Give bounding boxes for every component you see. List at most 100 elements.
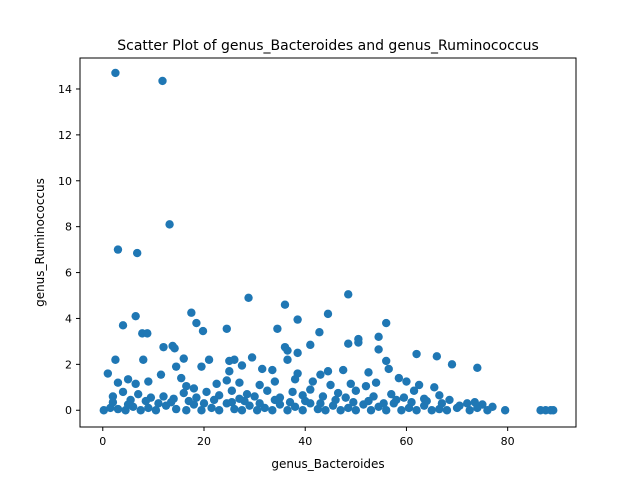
scatter-point [255, 399, 264, 408]
y-tick-label: 0 [65, 404, 72, 417]
scatter-point [108, 398, 118, 407]
scatter-point [366, 406, 376, 415]
scatter-point [290, 375, 300, 384]
scatter-point [306, 385, 315, 394]
scatter-point [546, 406, 555, 415]
scatter-point [159, 392, 168, 401]
scatter-point [268, 365, 277, 375]
scatter-point [473, 363, 482, 372]
scatter-point [422, 396, 431, 406]
scatter-point [382, 356, 391, 366]
scatter-point [283, 346, 292, 355]
scatter-point [268, 406, 277, 415]
scatter-point [230, 355, 239, 364]
scatter-point [331, 395, 340, 405]
scatter-point [351, 406, 361, 415]
scatter-point [159, 342, 168, 352]
scatter-point [427, 406, 436, 415]
scatter-point [184, 396, 194, 406]
scatter-point [179, 354, 188, 363]
scatter-point [442, 406, 452, 415]
scatter-point [111, 355, 120, 364]
scatter-point [103, 369, 113, 378]
scatter-point [131, 311, 140, 321]
scatter-point [143, 329, 152, 338]
scatter-point [323, 309, 333, 319]
scatter-point [392, 395, 401, 405]
scatter-point [214, 406, 224, 415]
scatter-point [156, 370, 166, 379]
scatter-point [222, 376, 231, 385]
scatter-point [131, 379, 140, 389]
scatter-point [308, 377, 318, 386]
scatter-point [344, 339, 353, 348]
chart-title: Scatter Plot of genus_Bacteroides and ge… [117, 38, 539, 54]
scatter-point [270, 377, 280, 386]
scatter-point [227, 398, 237, 407]
scatter-point [500, 406, 510, 415]
scatter-point [379, 399, 388, 408]
scatter-point [409, 386, 419, 395]
scatter-point [207, 403, 216, 413]
scatter-point [198, 326, 208, 336]
y-tick-label: 14 [58, 83, 72, 96]
scatter-point [139, 355, 148, 364]
scatter-point [197, 406, 206, 415]
scatter-point [134, 389, 143, 399]
scatter-point [288, 387, 297, 397]
points-layer [99, 68, 558, 415]
scatter-point [202, 387, 211, 397]
scatter-point [144, 403, 153, 413]
scatter-point [326, 380, 335, 390]
x-tick-label: 80 [501, 435, 515, 448]
scatter-point [374, 332, 383, 342]
scatter-point [187, 308, 196, 317]
plot-frame [79, 57, 577, 428]
scatter-point [182, 406, 191, 415]
scatter-point [349, 398, 358, 407]
scatter-point [293, 348, 302, 358]
scatter-point [179, 388, 188, 398]
scatter-point [364, 368, 373, 377]
scatter-point [113, 245, 123, 254]
scatter-point [166, 398, 176, 407]
y-tick-label: 2 [65, 358, 72, 371]
scatter-point [437, 399, 447, 408]
scatter-point [283, 406, 292, 415]
scatter-point [113, 378, 123, 387]
scatter-point [344, 290, 353, 299]
y-tick-label: 4 [65, 312, 72, 325]
x-tick-label: 20 [197, 435, 211, 448]
scatter-point [346, 379, 355, 389]
scatter-point [250, 392, 259, 401]
scatter-point [430, 383, 439, 392]
scatter-point [397, 406, 406, 415]
scatter-point [465, 406, 474, 415]
scatter-point [123, 375, 133, 384]
scatter-point [336, 406, 345, 415]
scatter-point [197, 362, 206, 371]
scatter-point [189, 384, 199, 393]
scatter-point [111, 68, 120, 78]
scatter-point [170, 344, 179, 353]
scatter-point [435, 391, 444, 400]
x-tick-label: 60 [399, 435, 413, 448]
scatter-point [323, 367, 333, 376]
scatter-point [432, 352, 442, 361]
x-tick-label: 0 [99, 435, 106, 448]
scatter-point [298, 406, 307, 415]
scatter-point [182, 381, 191, 391]
scatter-point [199, 399, 209, 408]
scatter-point [354, 338, 363, 347]
scatter-point [382, 406, 391, 415]
scatter-point [447, 360, 457, 369]
scatter-point [242, 389, 252, 399]
scatter-point [192, 393, 201, 402]
scatter-point [118, 387, 128, 397]
scatter-point [222, 324, 231, 333]
scatter-point [316, 399, 325, 408]
scatter-point [118, 321, 128, 330]
scatter-point [255, 380, 264, 390]
